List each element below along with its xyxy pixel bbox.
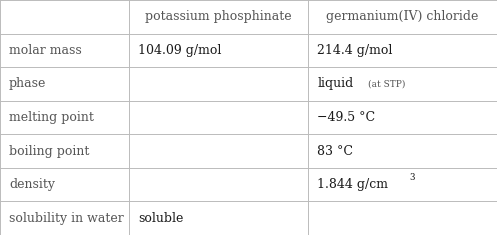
Text: (at STP): (at STP) [368, 79, 405, 88]
Text: −49.5 °C: −49.5 °C [317, 111, 375, 124]
Text: potassium phosphinate: potassium phosphinate [145, 10, 292, 23]
Text: phase: phase [9, 77, 46, 90]
Text: molar mass: molar mass [9, 44, 82, 57]
Text: solubility in water: solubility in water [9, 212, 124, 225]
Text: boiling point: boiling point [9, 145, 89, 158]
Text: soluble: soluble [138, 212, 183, 225]
Text: melting point: melting point [9, 111, 94, 124]
Text: 214.4 g/mol: 214.4 g/mol [317, 44, 393, 57]
Text: density: density [9, 178, 55, 191]
Text: 104.09 g/mol: 104.09 g/mol [138, 44, 222, 57]
Text: germanium(IV) chloride: germanium(IV) chloride [327, 10, 479, 23]
Text: 83 °C: 83 °C [317, 145, 353, 158]
Text: 3: 3 [410, 173, 415, 182]
Text: 1.844 g/cm: 1.844 g/cm [317, 178, 388, 191]
Text: liquid: liquid [317, 77, 353, 90]
